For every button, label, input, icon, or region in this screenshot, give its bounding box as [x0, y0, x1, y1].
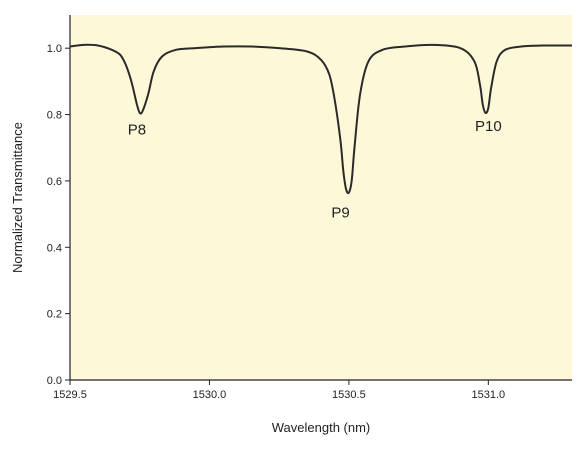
peak-annotations: P8 P9 P10 [128, 118, 502, 221]
x-tick-label: 1530.0 [193, 389, 227, 401]
y-axis-ticks: 0.0 0.2 0.4 0.6 0.8 1.0 [47, 43, 70, 387]
x-axis-title: Wavelength (nm) [272, 420, 371, 435]
y-axis-title: Normalized Transmittance [10, 122, 25, 273]
plot-area [70, 15, 572, 380]
peak-label: P10 [475, 118, 502, 135]
y-tick-label: 1.0 [47, 43, 62, 55]
y-tick-label: 0.4 [47, 242, 62, 254]
y-tick-label: 0.0 [47, 375, 62, 387]
peak-label: P9 [331, 204, 349, 221]
transmittance-line [69, 43, 573, 195]
x-tick-label: 1530.5 [332, 389, 366, 401]
x-axis-ticks: 1529.5 1530.0 1530.5 1531.0 [53, 380, 505, 401]
peak-label: P8 [128, 121, 146, 138]
y-tick-label: 0.8 [47, 110, 62, 122]
x-tick-label: 1531.0 [472, 389, 506, 401]
x-tick-label: 1529.5 [53, 389, 87, 401]
y-tick-label: 0.6 [47, 176, 62, 188]
y-tick-label: 0.2 [47, 309, 62, 321]
